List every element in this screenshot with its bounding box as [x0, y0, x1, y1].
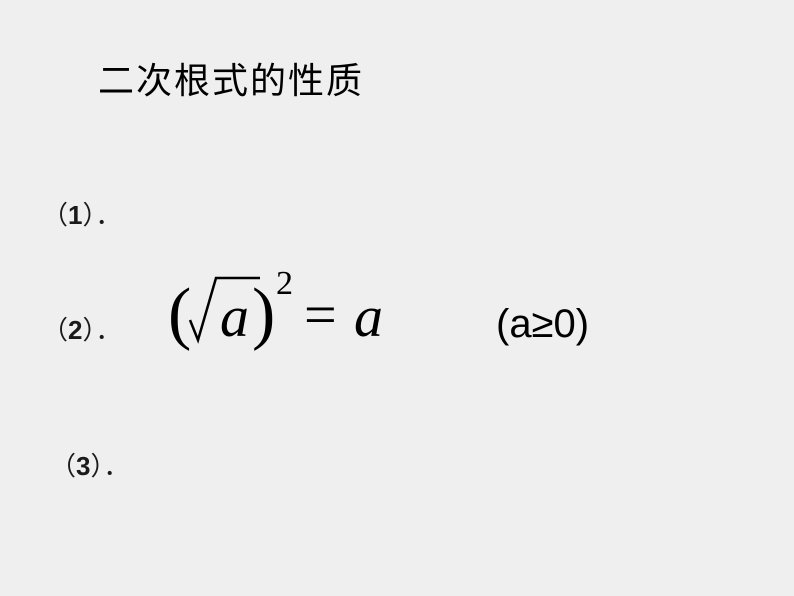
list-item-3: （3）． [50, 446, 130, 483]
svg-text:): ) [252, 275, 275, 352]
formula-svg: ( a ) 2 = a [168, 258, 448, 358]
list-item-1: （1）． [42, 195, 122, 232]
list-item-2: （2）． [42, 310, 122, 347]
formula-sqrt-a-squared: ( a ) 2 = a [168, 258, 448, 358]
item-1-text: （1）． [42, 201, 122, 230]
formula-condition: (a≥0) [496, 302, 589, 347]
item-3-text: （3）． [50, 452, 130, 481]
svg-text:=: = [304, 282, 337, 347]
svg-text:a: a [354, 284, 383, 349]
item-2-text: （2）． [42, 316, 122, 345]
svg-text:(: ( [168, 275, 191, 352]
page-title: 二次根式的性质 [98, 52, 364, 104]
svg-text:2: 2 [276, 265, 293, 302]
svg-text:a: a [220, 284, 249, 349]
